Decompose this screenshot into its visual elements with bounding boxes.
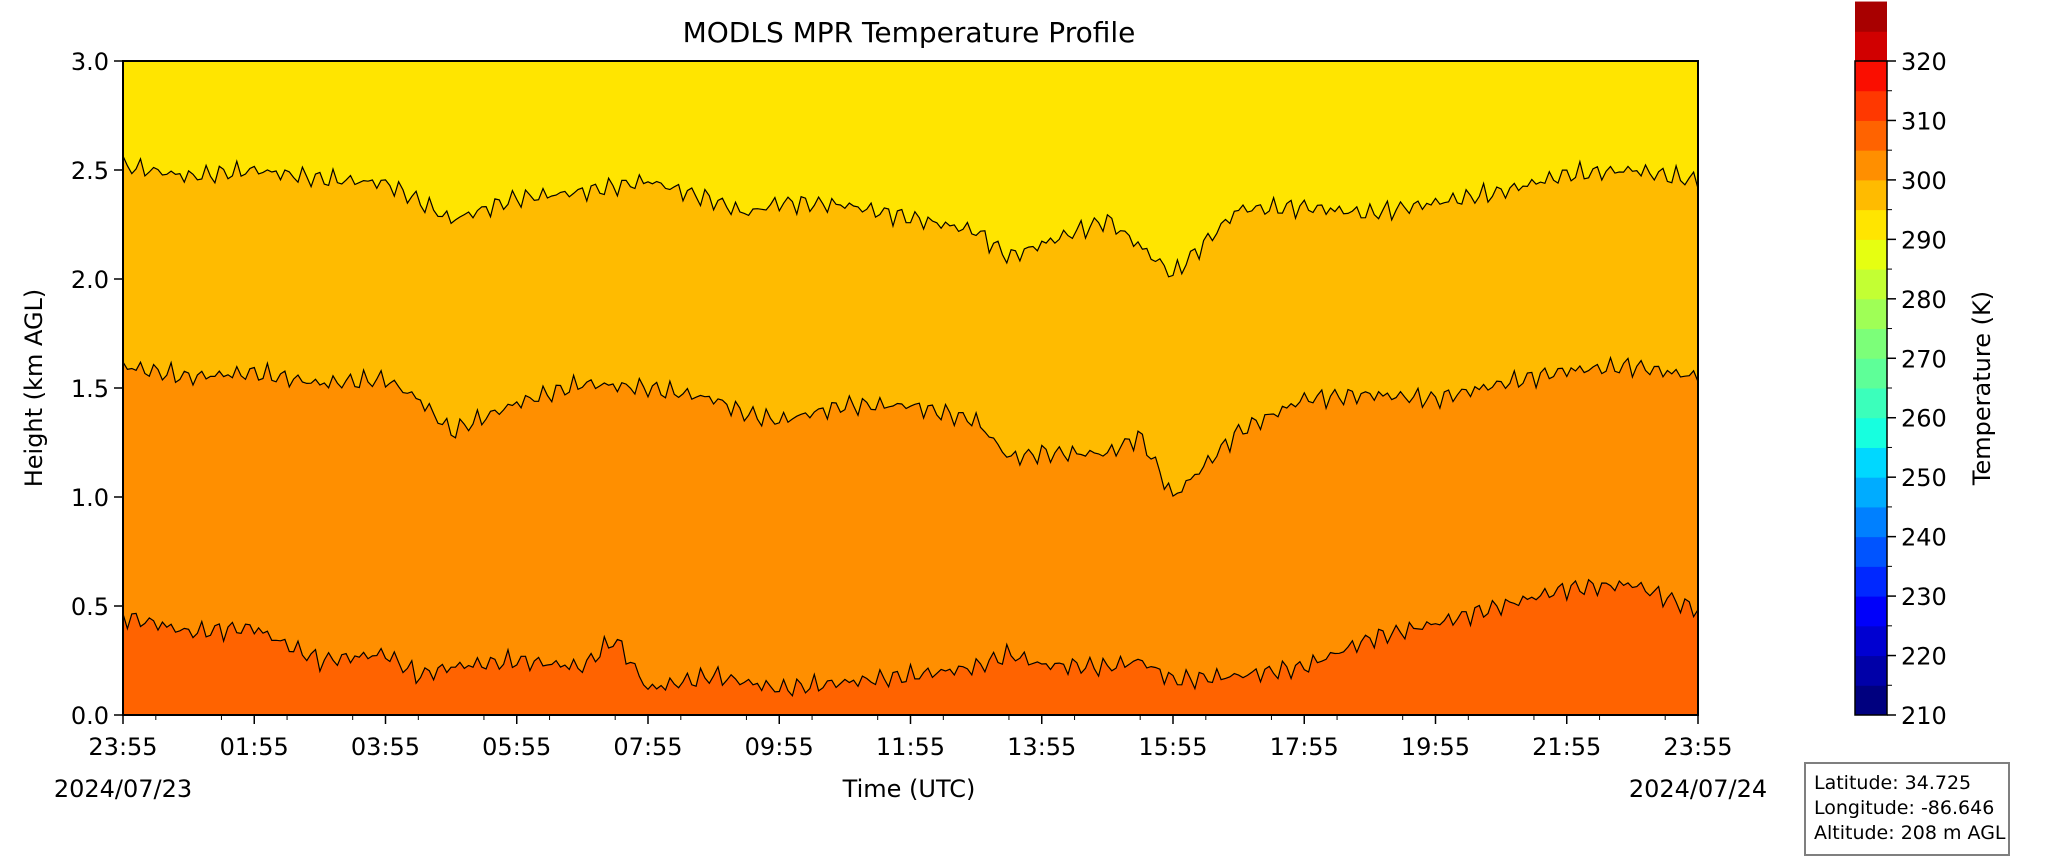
x-tick-label: 17:55 xyxy=(1270,733,1339,761)
colorbar-tick-label: 210 xyxy=(1901,702,1947,730)
contour-line-3 xyxy=(122,578,1699,698)
colorbar-tick-label: 240 xyxy=(1901,524,1947,552)
y-tick-label: 1.5 xyxy=(71,375,109,403)
band-285-290 xyxy=(123,357,1698,696)
contour-line-1 xyxy=(122,155,1699,278)
end-date-label: 2024/07/24 xyxy=(1629,775,1767,803)
contour-line-2 xyxy=(122,355,1699,498)
colorbar-segment xyxy=(1855,447,1887,478)
longitude-text: Longitude: -86.646 xyxy=(1814,797,1995,819)
y-tick-label: 3.0 xyxy=(71,48,109,76)
y-tick-label: 2.0 xyxy=(71,266,109,294)
x-tick-label: 19:55 xyxy=(1401,733,1470,761)
colorbar-segment xyxy=(1855,358,1887,389)
colorbar-segment xyxy=(1855,179,1887,211)
colorbar-tick-label: 280 xyxy=(1901,286,1947,314)
colorbar-segment xyxy=(1855,120,1887,151)
colorbar-segment xyxy=(1855,269,1887,300)
colorbar-segment xyxy=(1855,596,1887,627)
colorbar-tick-label: 320 xyxy=(1901,48,1947,76)
colorbar-segment xyxy=(1855,298,1887,330)
start-date-label: 2024/07/23 xyxy=(54,775,192,803)
latitude-text: Latitude: 34.725 xyxy=(1814,772,1972,794)
y-axis-label: Height (km AGL) xyxy=(20,289,48,488)
colorbar-tick-label: 260 xyxy=(1901,405,1947,433)
colorbar-segment xyxy=(1855,388,1887,419)
colorbar-segment xyxy=(1855,685,1887,716)
x-tick-label: 11:55 xyxy=(876,733,945,761)
x-tick-label: 23:55 xyxy=(88,733,157,761)
colorbar-tick-label: 230 xyxy=(1901,583,1947,611)
x-tick-label: 21:55 xyxy=(1532,733,1601,761)
colorbar-tick-label: 270 xyxy=(1901,345,1947,373)
x-axis-label: Time (UTC) xyxy=(842,775,976,803)
colorbar-segment xyxy=(1855,506,1887,538)
band-275-280 xyxy=(123,61,1698,277)
colorbar-segment xyxy=(1855,417,1887,448)
chart-title: MODLS MPR Temperature Profile xyxy=(683,16,1136,49)
colorbar-segment xyxy=(1855,31,1887,62)
colorbar-segment xyxy=(1855,1,1887,32)
x-tick-label: 23:55 xyxy=(1663,733,1732,761)
colorbar-segment xyxy=(1855,150,1887,181)
x-axis: 23:55 01:55 03:55 05:55 07:55 09:55 11:55 13:55… xyxy=(88,715,1733,761)
colorbar-segment xyxy=(1855,239,1887,270)
plot-area xyxy=(122,61,1699,715)
colorbar-segment xyxy=(1855,209,1887,240)
station-info-box: Latitude: 34.725 Longitude: -86.646 Alti… xyxy=(1804,762,2010,856)
y-tick-label: 1.0 xyxy=(71,484,109,512)
colorbar-tick-label: 300 xyxy=(1901,167,1947,195)
colorbar: 210 220 230 240 250 260 270 280 290 300 310 320 xyxy=(1854,1,1947,730)
x-tick-label: 13:55 xyxy=(1007,733,1076,761)
colorbar-segment xyxy=(1855,655,1887,686)
colorbar-tick-label: 220 xyxy=(1901,643,1947,671)
altitude-text: Altitude: 208 m AGL xyxy=(1814,822,2006,844)
y-tick-label: 0.0 xyxy=(71,702,109,730)
colorbar-tick-label: 250 xyxy=(1901,464,1947,492)
colorbar-segment xyxy=(1855,625,1887,657)
colorbar-segment xyxy=(1855,90,1887,121)
colorbar-segment xyxy=(1855,328,1887,359)
band-280-285 xyxy=(123,156,1698,497)
colorbar-segment xyxy=(1855,61,1887,92)
x-tick-label: 01:55 xyxy=(220,733,289,761)
colorbar-segment xyxy=(1855,477,1887,508)
x-tick-label: 05:55 xyxy=(482,733,551,761)
x-tick-label: 03:55 xyxy=(351,733,420,761)
y-tick-label: 0.5 xyxy=(71,593,109,621)
y-axis: 0.0 0.5 1.0 1.5 2.0 2.5 3.0 xyxy=(71,48,123,730)
colorbar-label: Temperature (K) xyxy=(1968,291,1996,486)
colorbar-tick-label: 290 xyxy=(1901,226,1947,254)
x-tick-label: 07:55 xyxy=(613,733,682,761)
colorbar-segment xyxy=(1855,536,1887,567)
band-290-295 xyxy=(123,579,1698,715)
colorbar-segment xyxy=(1855,566,1887,597)
x-tick-label: 15:55 xyxy=(1138,733,1207,761)
colorbar-tick-label: 310 xyxy=(1901,107,1947,135)
y-tick-label: 2.5 xyxy=(71,157,109,185)
x-tick-label: 09:55 xyxy=(745,733,814,761)
